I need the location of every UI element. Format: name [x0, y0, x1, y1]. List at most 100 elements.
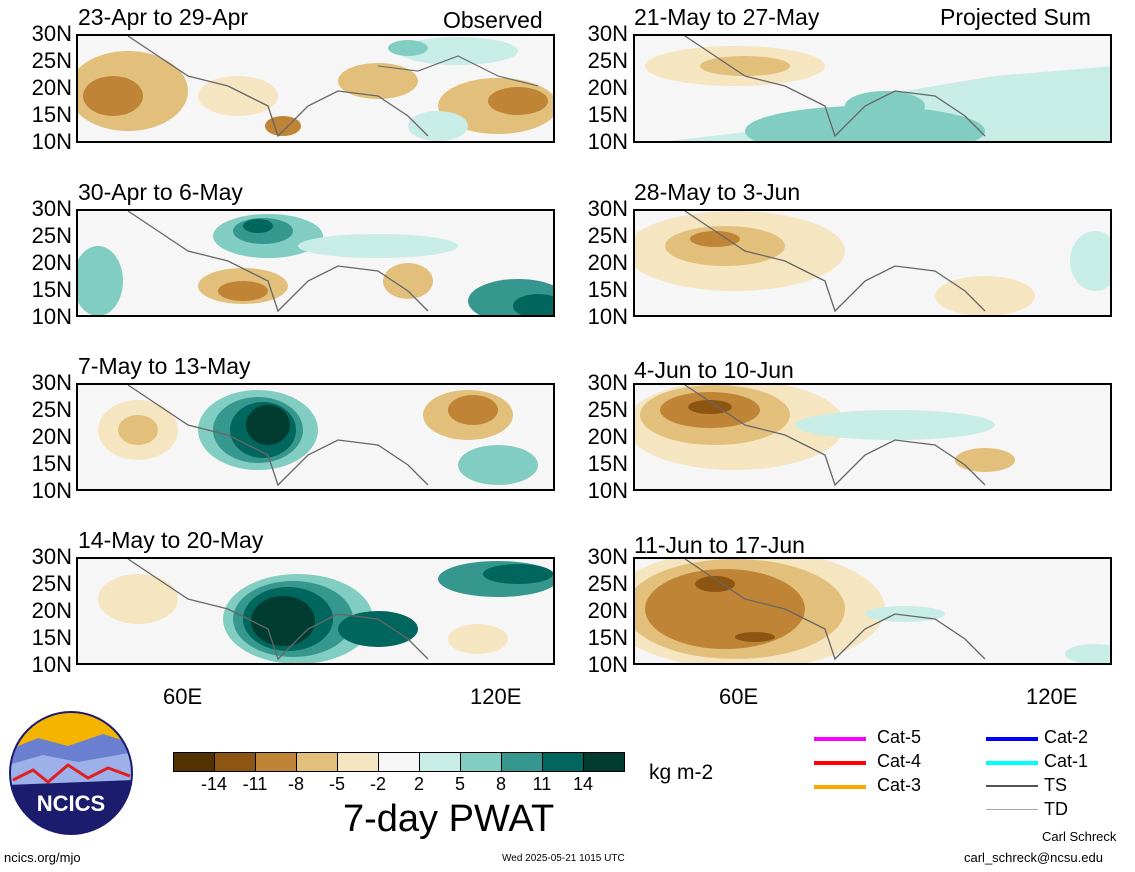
panel-title-left-1: 23-Apr to 29-Apr: [78, 4, 249, 30]
footer-timestamp: Wed 2025-05-21 1015 UTC: [502, 853, 625, 864]
lat-label: 15N: [31, 102, 72, 127]
lon-label-60e-left: 60E: [163, 684, 203, 709]
lat-label: 20N: [587, 75, 628, 100]
legend-line-cat-3: [814, 785, 866, 789]
lat-label: 25N: [31, 223, 72, 248]
map-panel-right-1: [633, 34, 1112, 143]
map-panel-left-3: [76, 383, 555, 491]
colorbar-tick-label: -8: [287, 774, 304, 794]
lat-label: 15N: [31, 277, 72, 302]
lat-label: 25N: [587, 223, 628, 248]
legend-label: Cat-3: [877, 775, 922, 795]
lat-label: 15N: [587, 277, 628, 302]
legend-line-cat-5: [814, 737, 866, 741]
map-panel-right-2: [633, 209, 1112, 317]
lat-label: 20N: [31, 424, 72, 449]
lat-label: 30N: [587, 196, 628, 221]
legend-label: Cat-2: [1044, 727, 1089, 747]
lat-label: 25N: [31, 48, 72, 73]
map-panel-left-4: [76, 557, 555, 665]
map-panel-left-1: [76, 34, 555, 143]
colorbar-units: kg m-2: [649, 761, 714, 784]
lat-label: 10N: [587, 652, 628, 677]
lat-label: 25N: [587, 571, 628, 596]
colorbar-tick-label: 11: [532, 774, 552, 794]
observed-label: Observed: [443, 7, 543, 33]
lat-label: 20N: [587, 598, 628, 623]
lat-label: 15N: [587, 451, 628, 476]
legend-label: TD: [1044, 799, 1068, 819]
lat-label: 25N: [587, 48, 628, 73]
logo-text: NCICS: [37, 791, 105, 816]
colorbar-tick-label: 14: [572, 774, 594, 794]
panel-title-right-1: 21-May to 27-May: [634, 4, 820, 30]
lat-label: 10N: [587, 304, 628, 329]
lat-label: 10N: [587, 129, 628, 154]
colorbar-swatch: [337, 752, 379, 772]
colorbar-tick-label: 8: [495, 774, 506, 794]
lat-label: 20N: [31, 598, 72, 623]
lat-label: 30N: [31, 196, 72, 221]
lat-label: 10N: [31, 129, 72, 154]
colorbar-swatch: [173, 752, 215, 772]
legend-line-cat-2: [986, 737, 1038, 741]
lat-label: 15N: [31, 625, 72, 650]
lat-label: 20N: [31, 75, 72, 100]
colorbar-tick-label: -14: [200, 774, 227, 794]
lat-label: 10N: [587, 478, 628, 503]
lat-label: 20N: [31, 250, 72, 275]
legend-line-ts: [986, 785, 1038, 787]
map-panel-right-3: [633, 383, 1112, 491]
colorbar-title: 7-day PWAT: [343, 798, 555, 840]
lat-label: 25N: [31, 397, 72, 422]
lat-label: 30N: [31, 544, 72, 569]
legend-label: Cat-4: [877, 751, 922, 771]
lat-label: 30N: [587, 370, 628, 395]
colorbar-swatch: [214, 752, 256, 772]
footer-email[interactable]: carl_schreck@ncsu.edu: [964, 850, 1103, 865]
map-panel-right-4: [633, 557, 1112, 665]
lat-label: 15N: [587, 102, 628, 127]
footer-author: Carl Schreck: [1042, 829, 1117, 844]
colorbar-swatch: [542, 752, 584, 772]
colorbar-swatch: [419, 752, 461, 772]
colorbar-swatch: [255, 752, 297, 772]
ncics-logo: NCICS: [8, 710, 134, 836]
lat-label: 20N: [587, 424, 628, 449]
legend-line-cat-4: [814, 761, 866, 765]
lat-label: 30N: [31, 21, 72, 46]
lat-label: 25N: [31, 571, 72, 596]
lat-label: 30N: [587, 544, 628, 569]
projected-sum-label: Projected Sum: [940, 4, 1091, 30]
lat-label: 10N: [31, 652, 72, 677]
colorbar-tick-label: -11: [242, 774, 268, 794]
colorbar-tick-label: -5: [328, 774, 345, 794]
panel-title-right-3: 4-Jun to 10-Jun: [634, 357, 794, 383]
colorbar-swatch: [378, 752, 420, 772]
colorbar-tick-label: -2: [369, 774, 386, 794]
colorbar-swatch: [583, 752, 625, 772]
colorbar-tick-label: 5: [454, 774, 465, 794]
colorbar-swatch: [501, 752, 543, 772]
panel-title-right-4: 11-Jun to 17-Jun: [634, 532, 805, 558]
colorbar-swatch: [296, 752, 338, 772]
lat-label: 15N: [31, 451, 72, 476]
legend-label: Cat-1: [1044, 751, 1089, 771]
lat-label: 30N: [31, 370, 72, 395]
lat-label: 15N: [587, 625, 628, 650]
legend-label: Cat-5: [877, 727, 922, 747]
panel-title-left-4: 14-May to 20-May: [78, 527, 264, 553]
legend-label: TS: [1044, 775, 1068, 795]
legend-line-td: [986, 809, 1038, 810]
lat-label: 20N: [587, 250, 628, 275]
lon-label-120e-left: 120E: [470, 684, 522, 709]
lat-label: 25N: [587, 397, 628, 422]
lon-label-60e-right: 60E: [719, 684, 759, 709]
lon-label-120e-right: 120E: [1026, 684, 1078, 709]
lat-label: 10N: [31, 304, 72, 329]
footer-url[interactable]: ncics.org/mjo: [4, 850, 81, 865]
map-panel-left-2: [76, 209, 555, 317]
panel-title-left-3: 7-May to 13-May: [78, 353, 251, 379]
colorbar-swatch: [460, 752, 502, 772]
colorbar-tick-label: 2: [413, 774, 424, 794]
